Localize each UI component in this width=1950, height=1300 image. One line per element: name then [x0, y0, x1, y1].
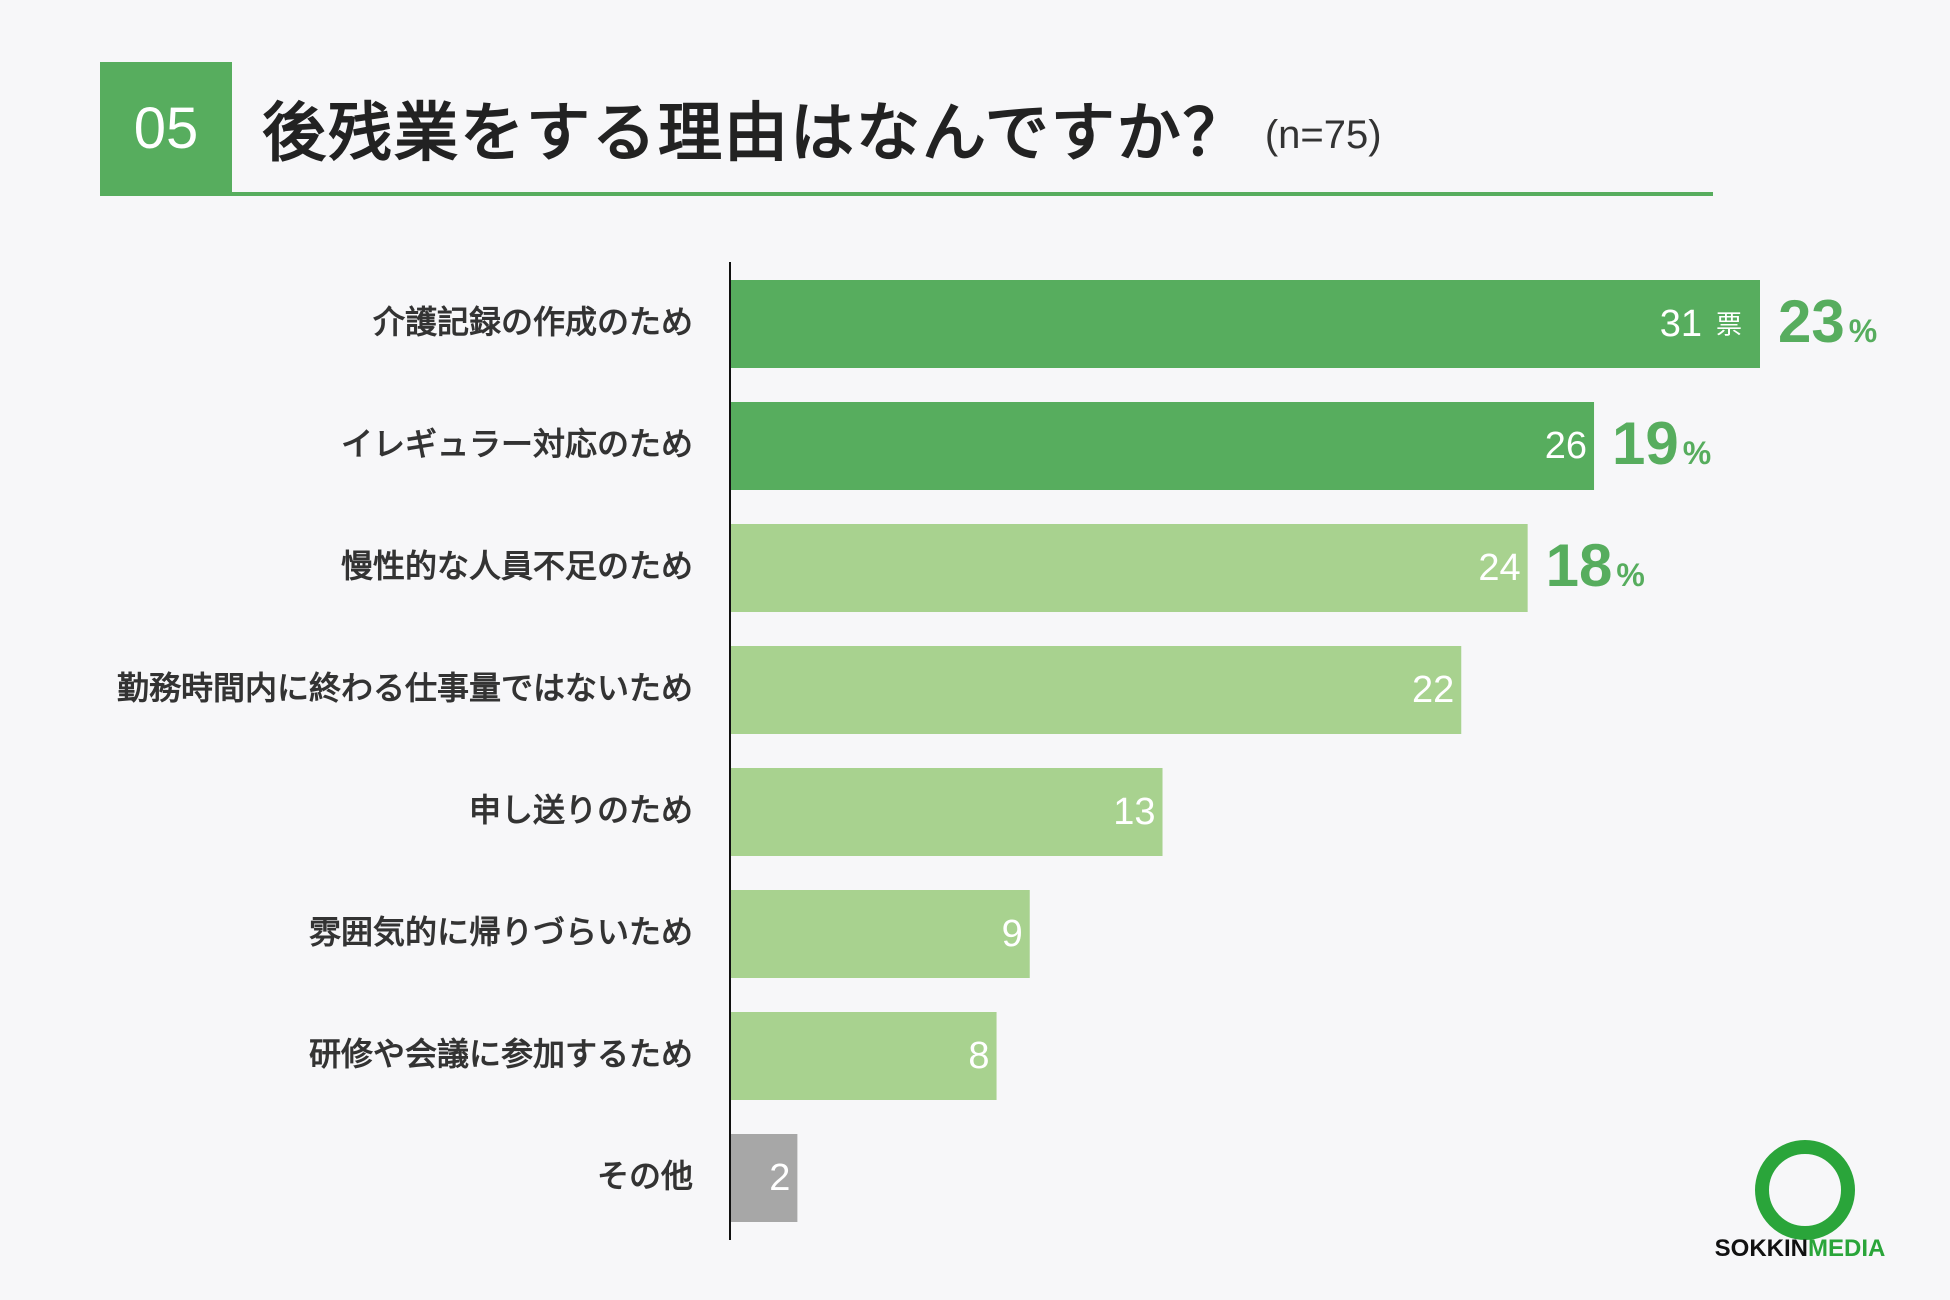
bar-3 [731, 646, 1462, 734]
category-label-4: 申し送りのため [469, 791, 693, 829]
bar-5 [731, 890, 1030, 978]
title-underline [100, 192, 1713, 196]
value-label-4: 13 [1113, 791, 1155, 833]
value-label-3: 22 [1412, 669, 1454, 711]
title-text: 後残業をする理由はなんですか？ [262, 97, 1249, 171]
logo-wordmark: SOKKINMEDIA [1700, 1235, 1900, 1263]
logo-ring-icon [1755, 1140, 1855, 1240]
bar-0 [731, 280, 1760, 368]
value-label-5: 9 [1002, 913, 1023, 955]
page-title: 後残業をする理由はなんですか？ (n=75) [262, 78, 1382, 178]
bar-4 [731, 768, 1163, 856]
value-label-6: 8 [968, 1035, 989, 1077]
category-label-3: 勤務時間内に終わる仕事量ではないため [117, 669, 693, 707]
category-label-6: 研修や会議に参加するため [309, 1035, 693, 1073]
category-label-7: その他 [597, 1157, 693, 1195]
sokkin-media-logo: SOKKINMEDIA [1700, 1135, 1900, 1275]
bar-6 [731, 1012, 997, 1100]
percent-label-2: 18 [1546, 532, 1613, 599]
percent-symbol-1: % [1683, 435, 1711, 471]
logo-word-2: MEDIA [1808, 1235, 1886, 1262]
category-label-2: 慢性的な人員不足のため [341, 547, 693, 585]
category-label-0: 介護記録の作成のため [372, 303, 693, 341]
category-label-1: イレギュラー対応のため [341, 425, 693, 463]
value-label-2: 24 [1478, 547, 1520, 589]
percent-label-0: 23 [1778, 288, 1845, 355]
category-label-5: 雰囲気的に帰りづらいため [309, 913, 693, 951]
logo-word-1: SOKKIN [1714, 1235, 1808, 1262]
question-number: 05 [133, 95, 199, 161]
value-unit-label: 票 [1716, 311, 1742, 341]
value-label-1: 26 [1545, 425, 1587, 467]
sample-size: (n=75) [1264, 112, 1382, 157]
bar-7 [731, 1134, 798, 1222]
bar-2 [731, 524, 1528, 612]
value-label-0: 31 [1660, 303, 1702, 345]
bar-1 [731, 402, 1595, 490]
percent-label-1: 19 [1612, 410, 1679, 477]
value-label-7: 2 [769, 1157, 790, 1199]
percent-symbol-0: % [1849, 313, 1877, 349]
question-number-badge: 05 [100, 62, 232, 194]
percent-symbol-2: % [1616, 557, 1644, 593]
